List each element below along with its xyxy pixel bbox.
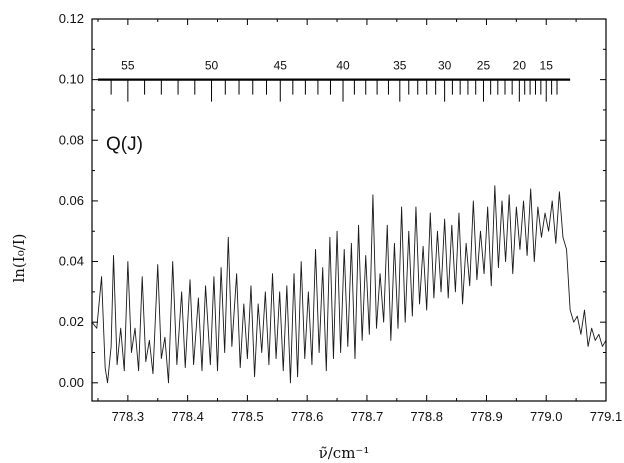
ladder-j-label: 40 (336, 59, 350, 73)
x-tick-label: 778.6 (291, 409, 324, 424)
y-tick-label: 0.08 (59, 132, 84, 147)
ladder-j-label: 55 (121, 59, 135, 73)
ladder-j-label: 15 (540, 59, 554, 73)
x-tick-label: 778.7 (351, 409, 384, 424)
x-tick-label: 778.3 (112, 409, 145, 424)
x-tick-label: 778.4 (171, 409, 204, 424)
x-tick-label: 779.1 (590, 409, 623, 424)
x-tick-label: 779.0 (530, 409, 563, 424)
plot-frame (91, 18, 607, 402)
y-tick-label: 0.12 (59, 11, 84, 26)
x-tick-label: 778.9 (470, 409, 503, 424)
ladder-j-label: 45 (274, 59, 288, 73)
y-tick-label: 0.02 (59, 314, 84, 329)
ladder-j-label: 35 (393, 59, 407, 73)
ladder-j-label: 30 (438, 59, 452, 73)
x-axis-label: ν̃/cm⁻¹ (319, 444, 370, 462)
ladder-j-label: 20 (513, 59, 527, 73)
y-tick-label: 0.10 (59, 72, 84, 87)
axis-ticks (92, 18, 607, 401)
x-tick-label: 778.8 (410, 409, 443, 424)
y-axis-label: ln(I₀/I) (10, 233, 28, 282)
ladder-j-label: 25 (477, 59, 491, 73)
y-tick-label: 0.00 (59, 375, 84, 390)
y-tick-label: 0.04 (59, 254, 84, 269)
ladder-j-label: 50 (205, 59, 219, 73)
y-tick-label: 0.06 (59, 193, 84, 208)
x-tick-labels: 778.3 778.4 778.5 778.6 778.7 778.8 778.9 779.0… (112, 409, 623, 424)
x-tick-label: 778.5 (231, 409, 264, 424)
rotational-ladder: 55 50 45 40 35 30 25 20 15 (97, 59, 571, 102)
q-branch-label: Q(J) (106, 134, 143, 155)
y-tick-labels: 0.00 0.02 0.04 0.06 0.08 0.10 0.12 (59, 11, 84, 390)
absorption-spectrum-line (91, 185, 607, 384)
